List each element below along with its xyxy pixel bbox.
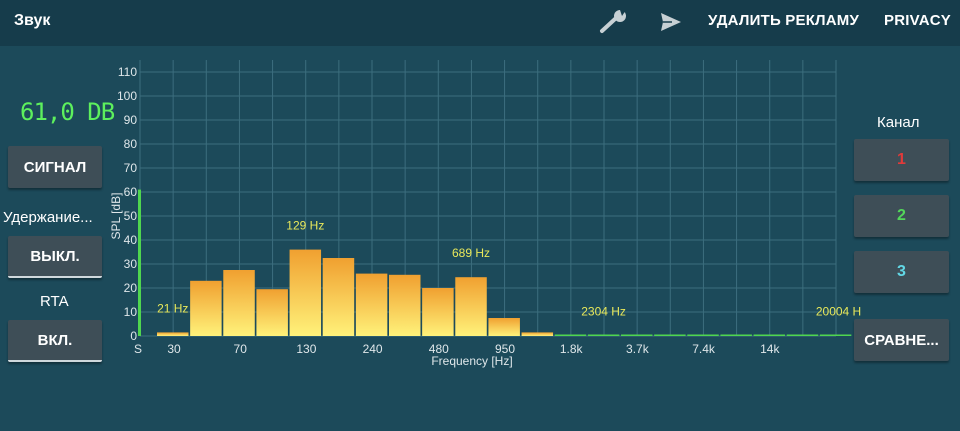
y-tick-label: 50 (124, 209, 138, 223)
y-tick-label: 10 (124, 305, 138, 319)
hold-label: Удержание... (3, 209, 93, 226)
level-readout: 61,0 DB (20, 98, 115, 126)
chart-labels: 0 10 20 30 40 50 60 70 80 90 100 110 S 30 70 130 240 480 9… (117, 65, 861, 356)
x-tick-label: 240 (363, 342, 383, 356)
y-tick-label: 90 (124, 113, 138, 127)
x-tick-label: 1.8k (560, 342, 584, 356)
spectrum-bar (621, 334, 653, 336)
x-axis-title: Frequency [Hz] (431, 354, 512, 368)
wrench-icon[interactable] (598, 9, 628, 35)
peak-frequency-label: 2304 Hz (581, 304, 626, 318)
y-tick-label: 30 (124, 257, 138, 271)
spectrum-bar (256, 289, 288, 336)
y-tick-label: 0 (130, 329, 137, 343)
spectrum-bar (289, 249, 322, 336)
y-tick-label: 80 (124, 137, 138, 151)
x-tick-label: 950 (495, 342, 515, 356)
x-tick-label: 30 (167, 342, 181, 356)
chart-bars (138, 189, 852, 336)
rta-label: RTA (40, 293, 69, 310)
spectrum-bar (720, 334, 752, 336)
compare-button[interactable]: СРАВНЕ... (854, 319, 949, 361)
spectrum-bar (422, 288, 454, 336)
remove-ads-button[interactable]: УДАЛИТЬ РЕКЛАМУ (708, 12, 860, 29)
peak-frequency-label: 21 Hz (157, 301, 188, 315)
x-tick-label: S (134, 342, 142, 356)
peak-frequency-label: 20004 H (816, 304, 861, 318)
spectrum-bar (786, 334, 819, 336)
spectrum-bar (687, 334, 719, 336)
spectrum-bar (389, 274, 421, 336)
channel-2-label: 2 (897, 207, 906, 224)
peak-frequency-label: 129 Hz (286, 219, 324, 233)
signal-button[interactable]: СИГНАЛ (8, 146, 102, 188)
channel-1-button[interactable]: 1 (854, 139, 949, 181)
spectrum-bar (587, 334, 620, 336)
channel-1-label: 1 (897, 151, 906, 168)
spectrum-bar (190, 280, 222, 336)
hold-toggle-button[interactable]: ВЫКЛ. (8, 236, 102, 278)
spectrum-bar (488, 318, 520, 336)
y-tick-label: 60 (124, 185, 138, 199)
x-tick-label: 14k (760, 342, 780, 356)
spectrum-bar (554, 334, 587, 336)
x-tick-label: 7.4k (692, 342, 716, 356)
y-tick-label: 40 (124, 233, 138, 247)
spectrum-bar (355, 273, 388, 336)
y-tick-label: 70 (124, 161, 138, 175)
y-tick-label: 110 (118, 65, 137, 79)
spectrum-bar (157, 332, 189, 336)
x-tick-label: 130 (296, 342, 316, 356)
top-app-bar: Звук УДАЛИТЬ РЕКЛАМУ PRIVACY (0, 0, 960, 46)
spectrum-bar (455, 277, 487, 336)
channel-2-button[interactable]: 2 (854, 195, 949, 237)
spectrum-bar (753, 334, 786, 336)
y-tick-label: 100 (117, 89, 137, 103)
x-tick-label: 3.7k (626, 342, 650, 356)
peak-frequency-label: 689 Hz (452, 246, 490, 260)
spectrum-bar (654, 334, 686, 336)
channel-3-label: 3 (897, 263, 906, 280)
send-icon[interactable] (658, 9, 688, 35)
spectrum-bar (521, 332, 554, 336)
channel-3-button[interactable]: 3 (854, 251, 949, 293)
spectrum-bar (322, 258, 355, 336)
app-title: Звук (14, 12, 51, 29)
spectrum-bar (819, 334, 852, 336)
privacy-button[interactable]: PRIVACY (884, 12, 951, 29)
x-tick-label: 480 (429, 342, 449, 356)
x-tick-label: 70 (234, 342, 248, 356)
y-tick-label: 20 (124, 281, 138, 295)
level-bar (138, 189, 141, 336)
rta-toggle-button[interactable]: ВКЛ. (8, 320, 102, 362)
y-axis-title: SPL [dB] (109, 193, 123, 240)
channel-label: Канал (877, 114, 920, 131)
spectrum-bar (223, 270, 255, 336)
